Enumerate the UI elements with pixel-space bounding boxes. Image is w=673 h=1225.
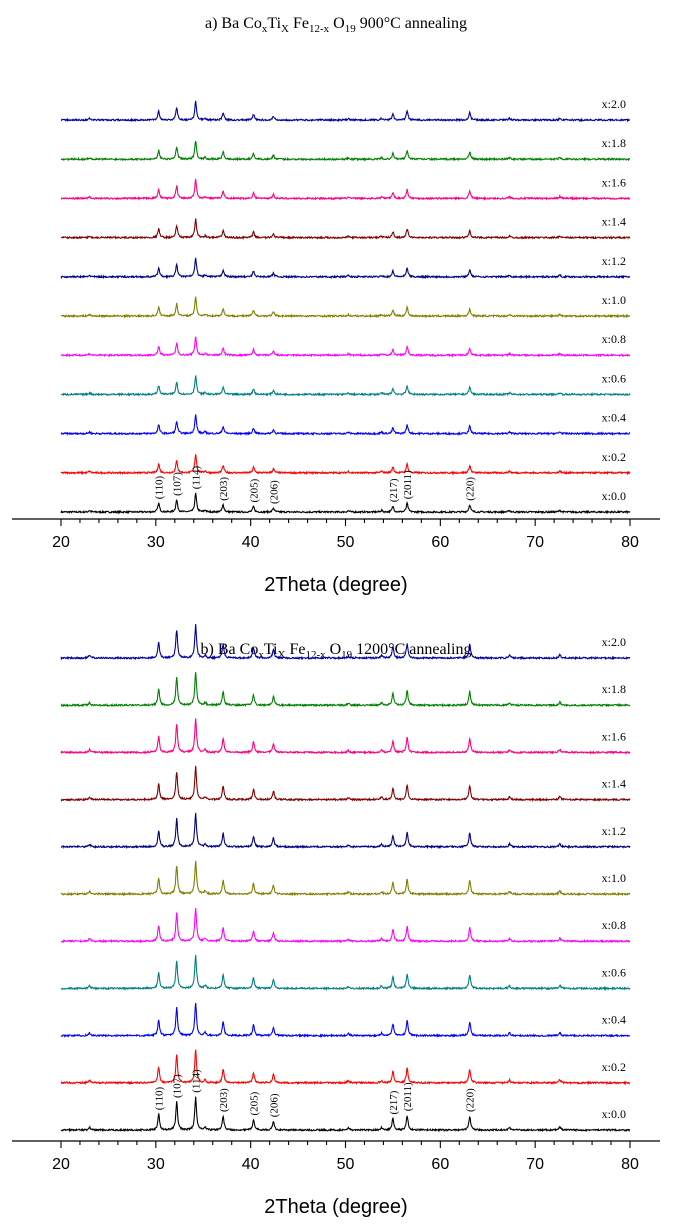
series-label: x:1.8 (602, 682, 626, 696)
x-tick-label: 50 (337, 534, 355, 551)
series-label: x:1.8 (602, 136, 626, 150)
peak-label: (220) (465, 477, 477, 501)
chart-title: a) Ba CoxTiX Fe12-x O19 900°C annealing (205, 15, 467, 35)
panel-b: b) Ba CoxTiX Fe12-x O19 1200°C annealing… (12, 624, 660, 1218)
x-tick-label: 30 (147, 1156, 165, 1173)
peak-label: (114) (191, 1069, 203, 1093)
series-line (60, 1049, 630, 1086)
x-tick-label: 50 (337, 1156, 355, 1173)
peak-label: (217) (388, 478, 400, 502)
title-subscript: x (258, 649, 264, 661)
series-label: x:0.2 (602, 1060, 626, 1074)
peak-label: (206) (268, 480, 280, 504)
series-line (60, 954, 631, 992)
series-label: x:0.8 (602, 918, 626, 932)
peak-label: (203) (218, 1088, 230, 1112)
series-label: x:1.6 (602, 175, 626, 189)
title-part: Fe (285, 641, 305, 658)
series-line (60, 257, 631, 280)
title-part: Fe (289, 15, 309, 32)
series-label: x:1.2 (602, 824, 626, 838)
series-label: x:0.0 (602, 489, 626, 503)
series-label: x:1.6 (602, 729, 626, 743)
series-line (60, 672, 631, 708)
title-part: b) Ba Co (201, 641, 259, 658)
x-tick-label: 80 (621, 1156, 639, 1173)
series-label: x:0.8 (602, 332, 626, 346)
peak-label: (110) (154, 1086, 166, 1110)
x-axis-title: 2Theta (degree) (264, 1196, 407, 1218)
series-label: x:2.0 (602, 97, 626, 111)
series-line (60, 100, 631, 123)
series-label: x:0.6 (602, 965, 626, 979)
title-part: a) Ba Co (205, 15, 262, 32)
title-part: O (326, 641, 342, 658)
peak-label: (217) (388, 1090, 400, 1114)
title-subscript: 19 (341, 649, 353, 661)
series-label: x:2.0 (602, 635, 626, 649)
x-tick-label: 60 (431, 1156, 449, 1173)
peak-label: (110) (154, 475, 166, 499)
peak-label: (2011) (402, 1082, 414, 1111)
x-tick-label: 20 (52, 1156, 70, 1173)
series-line (60, 296, 631, 319)
peak-label: (2011) (402, 470, 414, 499)
title-part: Ti (267, 15, 281, 32)
x-tick-label: 80 (621, 534, 639, 551)
series-line (60, 718, 631, 755)
x-tick-label: 30 (147, 534, 165, 551)
series-line (60, 765, 631, 803)
series-label: x:1.4 (602, 777, 626, 791)
series-line (60, 141, 631, 162)
series-label: x:1.2 (602, 254, 626, 268)
series-label: x:0.2 (602, 450, 626, 464)
series-label: x:1.0 (602, 293, 626, 307)
peak-label: (203) (218, 477, 230, 501)
x-axis-title: 2Theta (degree) (264, 574, 407, 596)
series-label: x:0.4 (602, 1013, 626, 1027)
peak-label: (205) (249, 1091, 261, 1115)
series-line (60, 908, 630, 944)
series-label: x:0.6 (602, 371, 626, 385)
peak-label: (107) (172, 472, 184, 496)
title-subscript: X (277, 649, 285, 661)
x-tick-label: 20 (52, 534, 70, 551)
peak-label: (220) (465, 1088, 477, 1112)
title-subscript: x (262, 23, 268, 35)
series-line (60, 375, 631, 397)
panel-a: a) Ba CoxTiX Fe12-x O19 900°C annealing 2… (12, 15, 660, 596)
series-label: x:1.0 (602, 871, 626, 885)
series-line (60, 1002, 631, 1039)
series-line (60, 336, 630, 358)
series-line (60, 624, 630, 661)
series-line (60, 1096, 631, 1133)
series-line (60, 492, 631, 515)
series-line (60, 860, 631, 897)
peak-label: (206) (268, 1093, 280, 1117)
peak-label: (114) (191, 466, 203, 490)
series-line (60, 812, 631, 850)
title-subscript: 19 (345, 23, 357, 35)
series-line (60, 178, 631, 201)
title-subscript: 12-x (309, 23, 330, 35)
series-line (60, 454, 631, 476)
title-part: O (329, 15, 345, 32)
peak-label: (205) (249, 478, 261, 502)
title-part: 900°C annealing (356, 15, 467, 32)
title-part: 1200°C annealing (352, 641, 471, 658)
series-label: x:0.4 (602, 411, 626, 425)
peak-label: (107) (172, 1074, 184, 1098)
title-subscript: X (281, 23, 289, 35)
x-tick-label: 40 (242, 534, 260, 551)
series-label: x:0.0 (602, 1107, 626, 1121)
series-line (60, 218, 631, 240)
x-tick-label: 40 (242, 1156, 260, 1173)
x-tick-label: 70 (526, 534, 544, 551)
series-line (60, 414, 631, 437)
series-label: x:1.4 (602, 215, 626, 229)
chart-title: b) Ba CoxTiX Fe12-x O19 1200°C annealing (201, 641, 472, 661)
x-tick-label: 60 (431, 534, 449, 551)
x-tick-label: 70 (526, 1156, 544, 1173)
